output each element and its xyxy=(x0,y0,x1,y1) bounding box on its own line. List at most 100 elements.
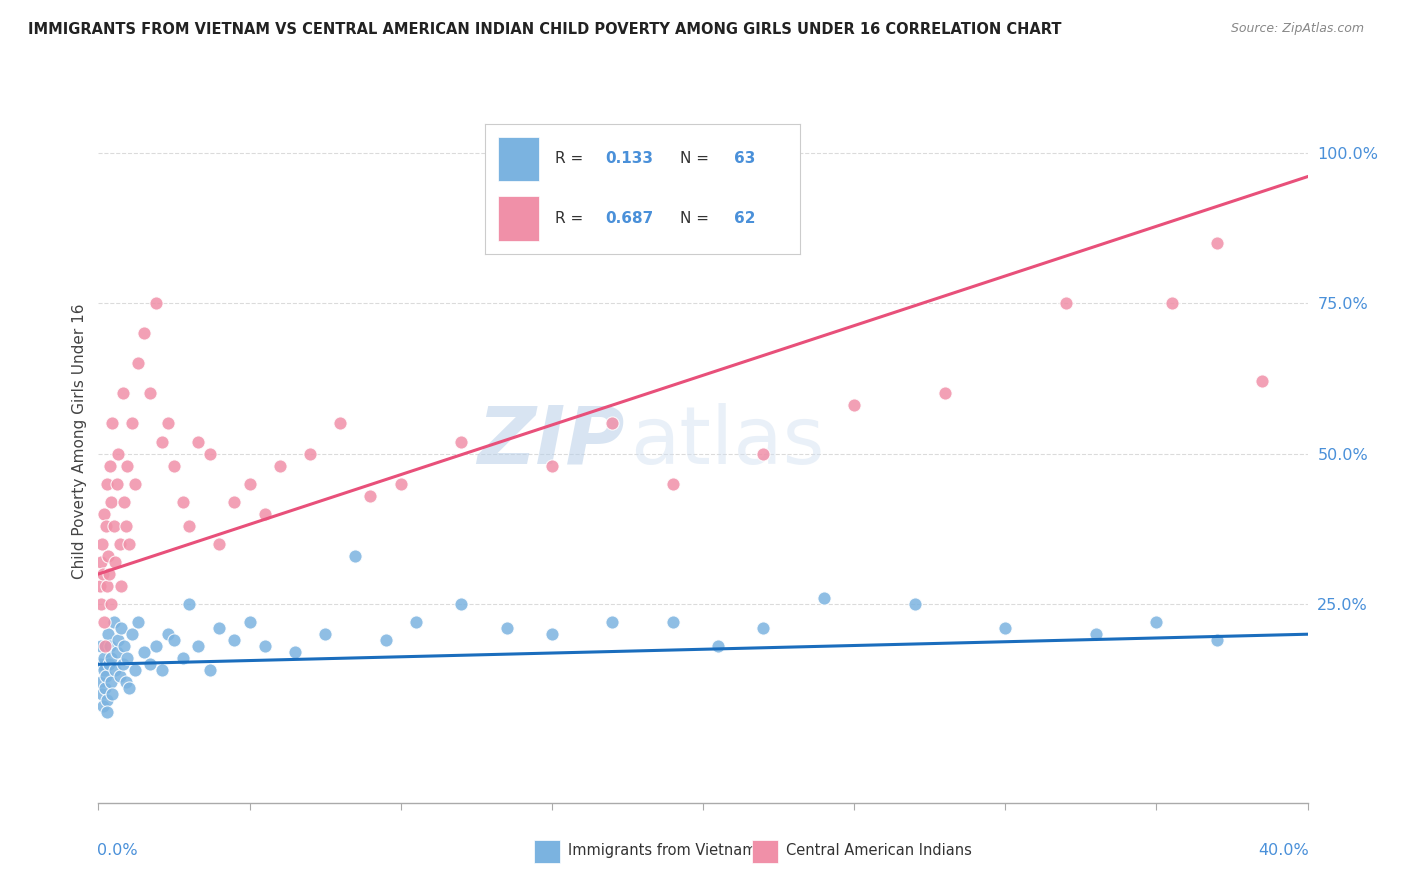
Point xyxy=(187,434,209,449)
Point xyxy=(150,664,173,678)
Point xyxy=(104,664,127,678)
Point xyxy=(314,627,336,641)
Point xyxy=(253,639,276,653)
Point xyxy=(114,518,136,533)
Point xyxy=(93,664,115,678)
Point xyxy=(94,639,117,653)
Point xyxy=(103,615,125,630)
Point xyxy=(93,507,115,521)
Point xyxy=(108,537,131,551)
Point xyxy=(127,615,149,630)
Point xyxy=(813,591,835,606)
Point xyxy=(107,633,129,648)
Point xyxy=(93,615,115,630)
Point xyxy=(163,458,186,473)
Point xyxy=(98,458,121,473)
Point xyxy=(112,639,135,653)
Point xyxy=(94,681,117,696)
Point xyxy=(100,651,122,665)
Point xyxy=(118,537,141,551)
Point xyxy=(139,386,162,401)
Point xyxy=(389,476,412,491)
Point xyxy=(111,386,134,401)
Point xyxy=(101,687,124,701)
Point xyxy=(752,446,775,460)
Point xyxy=(329,417,352,431)
Point xyxy=(163,633,186,648)
Point xyxy=(253,507,276,521)
Point xyxy=(844,398,866,412)
Point xyxy=(94,669,117,683)
Point xyxy=(90,555,112,569)
Point xyxy=(904,597,927,611)
Point xyxy=(118,681,141,696)
Point xyxy=(239,615,262,630)
Point xyxy=(145,639,167,653)
Point xyxy=(200,664,222,678)
Point xyxy=(97,627,120,641)
Point xyxy=(91,567,114,582)
Point xyxy=(114,675,136,690)
Point xyxy=(90,639,112,653)
Point xyxy=(405,615,427,630)
Point xyxy=(200,446,222,460)
Point xyxy=(98,639,121,653)
Point xyxy=(96,579,118,593)
Point xyxy=(1312,386,1334,401)
Point xyxy=(96,706,118,720)
Point xyxy=(179,518,201,533)
Point xyxy=(91,699,114,714)
Point xyxy=(1160,296,1182,310)
Point xyxy=(91,537,114,551)
Point xyxy=(93,651,115,665)
Point xyxy=(661,615,683,630)
Point xyxy=(98,567,121,582)
Point xyxy=(150,434,173,449)
Point xyxy=(132,645,155,659)
Point xyxy=(90,675,112,690)
Point xyxy=(172,494,194,508)
Point xyxy=(450,434,472,449)
Point xyxy=(1085,627,1108,641)
Text: Immigrants from Vietnam: Immigrants from Vietnam xyxy=(568,844,756,858)
Point xyxy=(91,687,114,701)
Point xyxy=(104,555,127,569)
Text: Central American Indians: Central American Indians xyxy=(786,844,972,858)
Point xyxy=(111,657,134,672)
Point xyxy=(374,633,396,648)
Point xyxy=(239,476,262,491)
Point xyxy=(105,645,128,659)
Point xyxy=(121,627,143,641)
Point xyxy=(284,645,307,659)
Point xyxy=(100,675,122,690)
Point xyxy=(1054,296,1077,310)
Point xyxy=(1146,615,1168,630)
Point xyxy=(1251,375,1274,389)
Point xyxy=(156,627,179,641)
Point xyxy=(752,621,775,635)
Point xyxy=(115,651,138,665)
Point xyxy=(112,494,135,508)
Point xyxy=(450,597,472,611)
Point xyxy=(602,615,624,630)
Point xyxy=(98,657,121,672)
Point xyxy=(934,386,956,401)
Point xyxy=(172,651,194,665)
Point xyxy=(107,446,129,460)
Point xyxy=(269,458,291,473)
Point xyxy=(208,537,231,551)
Point xyxy=(110,621,132,635)
Point xyxy=(89,657,111,672)
Point xyxy=(100,597,122,611)
Point xyxy=(101,417,124,431)
Point xyxy=(540,458,562,473)
Point xyxy=(540,627,562,641)
Point xyxy=(179,597,201,611)
Point xyxy=(360,489,382,503)
Point xyxy=(299,446,322,460)
Point xyxy=(224,633,246,648)
Point xyxy=(115,458,138,473)
Point xyxy=(96,476,118,491)
Point xyxy=(1206,235,1229,250)
Point xyxy=(97,549,120,563)
